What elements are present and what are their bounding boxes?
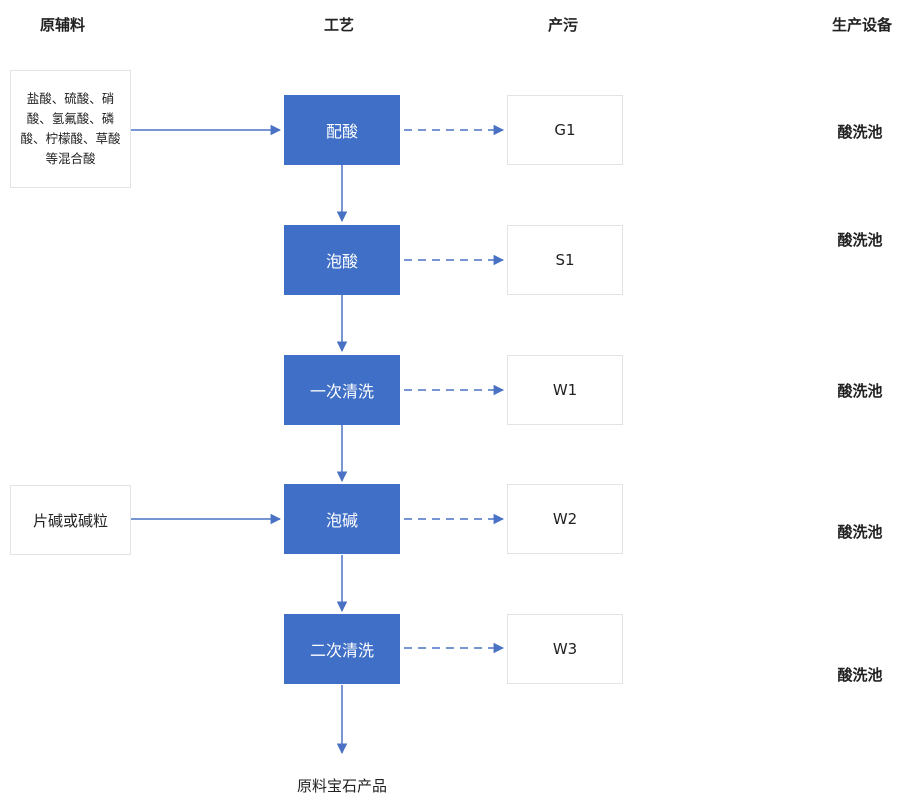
equipment-label-1: 酸洗池	[837, 123, 883, 141]
pollutant-w1: W1	[507, 355, 623, 425]
pollutant-w3: W3	[507, 614, 623, 684]
process-step-acid-soak: 泡酸	[284, 225, 400, 295]
material-alkali: 片碱或碱粒	[10, 485, 131, 555]
material-acid-mix: 盐酸、硫酸、硝酸、氢氟酸、磷酸、柠檬酸、草酸等混合酸	[10, 70, 131, 188]
pollutant-w2: W2	[507, 484, 623, 554]
equipment-label-4: 酸洗池	[837, 523, 883, 541]
pollutant-g1: G1	[507, 95, 623, 165]
header-pollution: 产污	[548, 16, 579, 34]
header-process: 工艺	[324, 16, 355, 34]
header-equipment: 生产设备	[832, 16, 893, 34]
equipment-label-3: 酸洗池	[837, 382, 883, 400]
process-step-second-rinse: 二次清洗	[284, 614, 400, 684]
process-step-first-rinse: 一次清洗	[284, 355, 400, 425]
final-product: 原料宝石产品	[296, 777, 387, 795]
equipment-label-2: 酸洗池	[837, 231, 883, 249]
process-step-alkali-soak: 泡碱	[284, 484, 400, 554]
pollutant-s1: S1	[507, 225, 623, 295]
equipment-label-5: 酸洗池	[837, 666, 883, 684]
process-step-acid-prep: 配酸	[284, 95, 400, 165]
header-materials: 原辅料	[40, 16, 86, 34]
